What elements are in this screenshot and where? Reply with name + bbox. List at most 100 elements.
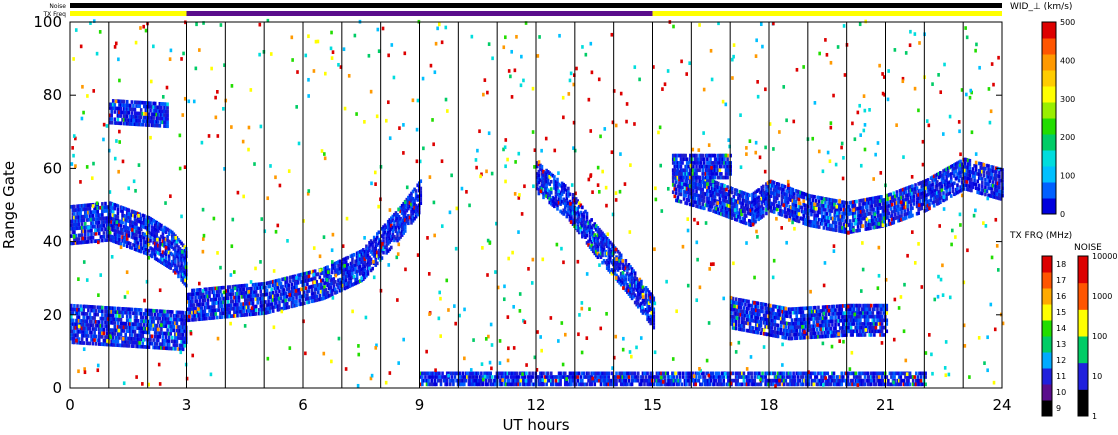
echo-cell (537, 173, 541, 178)
echo-cell (135, 311, 138, 316)
echo-cell (90, 239, 93, 244)
echo-cell (995, 177, 998, 182)
echo-cell (144, 330, 148, 335)
echo-cell (152, 308, 155, 313)
echo-cell (138, 344, 141, 349)
echo-cell (735, 188, 739, 193)
echo-cell (125, 240, 129, 245)
echo-cell (73, 219, 76, 224)
echo-cell (783, 184, 787, 189)
echo-cell (912, 198, 916, 203)
echo-cell (130, 336, 134, 341)
echo-cell (304, 293, 308, 298)
echo-cell (119, 231, 123, 235)
echo-cell (279, 292, 283, 297)
echo-cell (115, 240, 118, 244)
echo-cell (101, 335, 104, 339)
echo-cell (312, 277, 315, 281)
echo-cell (334, 269, 337, 273)
echo-cell (984, 185, 987, 189)
echo-cell (289, 279, 292, 283)
echo-cell (119, 328, 123, 333)
echo-cell (256, 300, 259, 305)
echo-cell (198, 295, 202, 299)
echo-cell (764, 302, 767, 307)
echo-cell (355, 255, 359, 259)
echo-cell (127, 241, 131, 245)
echo-cell (377, 230, 381, 235)
echo-cell (132, 221, 135, 225)
echo-cell (170, 339, 174, 344)
echo-cell (243, 294, 247, 299)
echo-cell (153, 327, 157, 332)
echo-cell (205, 287, 208, 292)
echo-cell (180, 263, 183, 268)
echo-cell (194, 314, 197, 318)
echo-cell (105, 219, 109, 224)
echo-cell (153, 249, 157, 253)
echo-cell (679, 188, 683, 193)
echo-cell (828, 304, 831, 309)
echo-cell (335, 290, 339, 294)
echo-cell (135, 244, 138, 248)
echo-cell (194, 306, 197, 311)
echo-cell (153, 234, 157, 239)
echo-cell (83, 207, 87, 212)
echo-cell (303, 272, 306, 276)
echo-cell (90, 236, 93, 240)
echo-cell (175, 243, 179, 248)
echo-cell (77, 240, 81, 245)
echo-cell (195, 310, 199, 314)
echo-cell (71, 208, 75, 213)
echo-cell (334, 280, 337, 284)
echo-cell (352, 282, 356, 286)
echo-cell (76, 322, 79, 327)
echo-cell (116, 215, 120, 219)
echo-cell (104, 313, 107, 317)
echo-cell (206, 312, 210, 317)
echo-cell (178, 336, 182, 340)
echo-cell (673, 194, 677, 199)
echo-cell (133, 239, 137, 244)
echo-cell (88, 210, 92, 215)
echo-cell (163, 225, 166, 230)
echo-cell (212, 294, 216, 298)
echo-cell (211, 290, 214, 295)
echo-cell (817, 305, 820, 310)
echo-cell (251, 294, 255, 298)
echo-cell (129, 219, 132, 224)
echo-cell (341, 265, 345, 270)
echo-cell (74, 333, 78, 338)
echo-cell (245, 309, 249, 313)
echo-cell (313, 276, 317, 281)
echo-cell (169, 313, 173, 318)
echo-cell (259, 289, 263, 294)
echo-cell (180, 314, 183, 319)
echo-cell (676, 195, 680, 199)
echo-cell (264, 300, 267, 304)
echo-cell (108, 223, 112, 227)
echo-cell (231, 284, 235, 289)
echo-cell (118, 241, 121, 246)
echo-cell (826, 334, 830, 339)
echo-cell (160, 227, 163, 232)
echo-cell (169, 321, 173, 325)
echo-cell (275, 304, 278, 309)
echo-cell (852, 322, 856, 326)
echo-cell (698, 201, 701, 206)
echo-cell (127, 336, 131, 341)
echo-cell (143, 312, 146, 316)
echo-cell (273, 294, 277, 298)
echo-cell (174, 314, 177, 318)
echo-cell (951, 185, 955, 190)
echo-cell (265, 310, 269, 315)
echo-cell (209, 308, 213, 313)
echo-cell (91, 213, 95, 218)
echo-cell (136, 248, 140, 253)
echo-cell (155, 228, 159, 232)
echo-cell (174, 245, 177, 249)
echo-cell (245, 312, 249, 317)
echo-cell (607, 264, 611, 269)
echo-cell (259, 285, 263, 290)
echo-cell (156, 312, 160, 317)
